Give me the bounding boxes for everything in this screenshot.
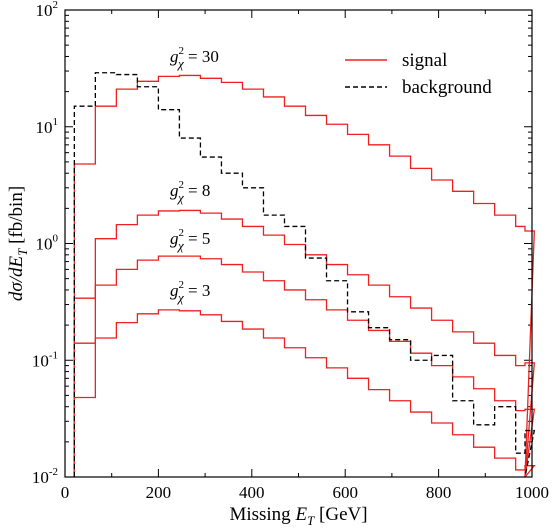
- x-tick-label: 600: [332, 483, 358, 502]
- coupling-annotation: g2 χ = 5: [170, 227, 210, 253]
- legend: signal background: [345, 50, 492, 98]
- label-layer: 0 200 400 600 800 1000 10-2 10-1 100 101 102 Missin…: [6, 0, 549, 528]
- x-axis-label: Missing ET [GeV]: [229, 504, 367, 528]
- background-histogram: [73, 72, 536, 478]
- coupling-annotation: g2 χ = 8: [170, 179, 210, 205]
- signal-histogram: [73, 74, 536, 478]
- signal-histogram: [73, 255, 536, 478]
- y-tick-label: 100: [36, 233, 59, 254]
- x-tick-label: 200: [146, 483, 172, 502]
- x-tick-label: 1000: [515, 483, 549, 502]
- y-axis-label: dσ/dET [fb/bin]: [6, 186, 30, 301]
- coupling-annotation: g2 χ = 3: [170, 279, 210, 305]
- y-tick-label: 10-2: [32, 466, 58, 487]
- legend-label: signal: [402, 50, 447, 71]
- x-tick-label: 0: [61, 483, 70, 502]
- signal-histogram: [73, 309, 536, 478]
- signal-histogram: [73, 209, 536, 478]
- coupling-annotation: g2 χ = 30: [170, 45, 219, 71]
- y-tick-label: 101: [36, 116, 59, 137]
- x-tick-label: 400: [239, 483, 265, 502]
- y-tick-label: 102: [36, 0, 59, 20]
- legend-label: background: [402, 77, 492, 98]
- plot-frame: [64, 9, 533, 478]
- x-tick-label: 800: [426, 483, 452, 502]
- series-layer: [73, 72, 536, 478]
- y-tick-label: 10-1: [32, 349, 58, 370]
